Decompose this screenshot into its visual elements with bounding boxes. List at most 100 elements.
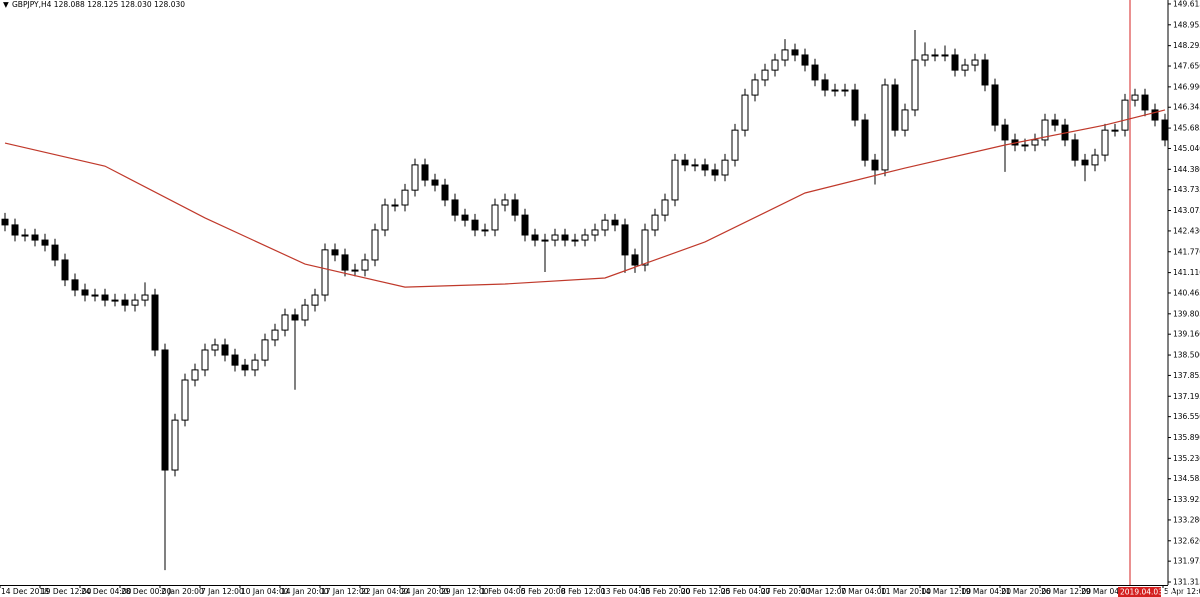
candle-body [1081, 159, 1089, 166]
candle-body [731, 129, 739, 161]
x-tick-label: 13 Feb 04:00 [601, 587, 650, 596]
x-tick-label: 1 Feb 04:00 [481, 587, 526, 596]
candle-body [321, 249, 329, 296]
candle-body [661, 199, 669, 216]
candle-body [271, 329, 279, 341]
candle-body [701, 164, 709, 171]
y-tick-label: 147.650 [1173, 62, 1200, 71]
y-tick-label: 140.465 [1173, 288, 1200, 297]
candle-body [71, 279, 79, 291]
moving-average [4, 109, 1166, 288]
candle-body [1151, 109, 1159, 121]
candle-body [311, 294, 319, 306]
candle-body [951, 54, 959, 71]
candle-body [631, 254, 639, 266]
candle-body [251, 359, 259, 371]
candle-body [231, 354, 239, 366]
candle-body [1001, 124, 1009, 141]
candle-body [621, 224, 629, 256]
candle-body [571, 239, 579, 242]
candle-body [131, 299, 139, 306]
candle-body [791, 49, 799, 56]
candle-body [871, 159, 879, 171]
candle-body [691, 164, 699, 167]
candle-body [651, 214, 659, 231]
candle-body [11, 224, 19, 236]
candle-body [991, 84, 999, 126]
cursor-label: 2019.04.03 11:00 [1120, 588, 1187, 597]
candle-body [801, 54, 809, 66]
x-tick-label: 29 Mar 04:00 [1081, 587, 1131, 596]
x-tick-label: 7 Mar 04:00 [841, 587, 887, 596]
candle-body [941, 54, 949, 57]
x-tick-label: 5 Apr 12:00 [1164, 587, 1200, 596]
y-tick-label: 133.280 [1173, 515, 1200, 524]
candle-body [161, 349, 169, 471]
y-tick-label: 139.160 [1173, 330, 1200, 339]
chart-title: GBPJPY,H4 128.088 128.125 128.030 128.03… [12, 0, 185, 9]
y-tick-label: 133.925 [1173, 495, 1200, 504]
candle-body [781, 49, 789, 61]
x-tick-label: 19 Mar 04:00 [961, 587, 1011, 596]
candle-body [1071, 139, 1079, 161]
candle-body [411, 164, 419, 191]
x-tick-label: 19 Dec 12:00 [41, 587, 92, 596]
candle-body [1121, 99, 1129, 131]
candle-body [1111, 129, 1119, 132]
x-tick-label: 25 Feb 04:00 [721, 587, 770, 596]
candle-body [531, 234, 539, 241]
candle-body [41, 239, 49, 246]
y-tick-label: 137.855 [1173, 371, 1200, 380]
x-tick-label: 27 Feb 20:00 [761, 587, 810, 596]
candle-body [711, 169, 719, 176]
candle-body [771, 59, 779, 71]
x-tick-label: 17 Jan 12:00 [321, 587, 369, 596]
candle-body [431, 179, 439, 186]
candle-body [961, 64, 969, 71]
candle-body [1141, 94, 1149, 111]
candle-body [471, 219, 479, 231]
y-tick-label: 142.430 [1173, 226, 1200, 235]
y-tick-label: 145.685 [1173, 124, 1200, 133]
candle-body [901, 109, 909, 131]
y-tick-label: 134.585 [1173, 474, 1200, 483]
candle-body [491, 204, 499, 231]
candle-body [511, 199, 519, 216]
title-arrow: ▼ [3, 0, 9, 9]
y-tick-label: 145.040 [1173, 144, 1200, 153]
candle-body [681, 159, 689, 166]
candle-body [741, 94, 749, 131]
candle-body [811, 64, 819, 81]
x-tick-label: 24 Jan 20:00 [401, 587, 449, 596]
candle-body [851, 89, 859, 121]
candle-body [1131, 94, 1139, 101]
candle-body [341, 254, 349, 271]
candle-body [261, 339, 269, 361]
candle-body [331, 249, 339, 256]
candle-body [831, 89, 839, 92]
x-tick-label: 14 Jan 20:00 [281, 587, 329, 596]
candle-body [1101, 129, 1109, 156]
candle-body [501, 199, 509, 206]
candle-body [1, 218, 9, 226]
candle-body [241, 364, 249, 371]
candle-body [371, 229, 379, 261]
candle-body [1161, 119, 1169, 141]
candle-body [721, 159, 729, 176]
candle-body [981, 59, 989, 86]
candle-body [111, 299, 119, 302]
y-tick-label: 139.805 [1173, 309, 1200, 318]
candle-body [211, 344, 219, 351]
candle-body [671, 159, 679, 201]
candle-body [391, 204, 399, 207]
x-tick-label: 24 Dec 04:00 [81, 587, 132, 596]
candle-body [101, 294, 109, 301]
x-tick-label: 8 Feb 12:00 [561, 587, 606, 596]
candle-body [31, 234, 39, 241]
candle-body [151, 294, 159, 351]
candle-body [291, 314, 299, 321]
y-tick-label: 135.890 [1173, 433, 1200, 442]
x-tick-label: 29 Jan 12:00 [441, 587, 489, 596]
